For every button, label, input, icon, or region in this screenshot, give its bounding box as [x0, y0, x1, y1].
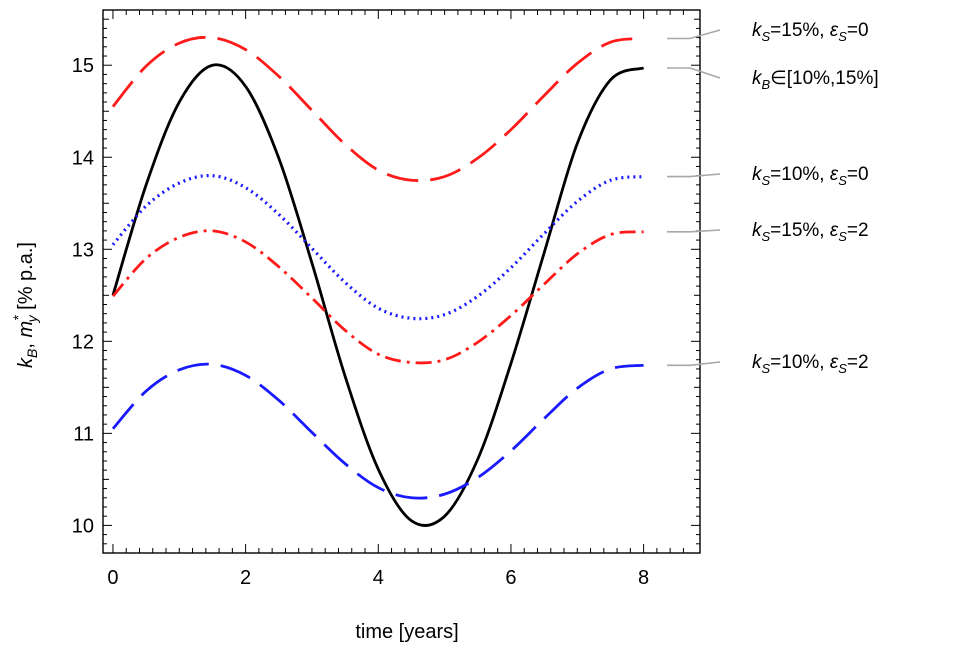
- legend-sub: S: [762, 29, 771, 44]
- y-tick-label: 12: [72, 331, 94, 353]
- legend-sym: ε: [830, 352, 839, 373]
- x-tick-label: 8: [638, 567, 649, 589]
- y-tick-label: 14: [72, 147, 94, 169]
- axis-ticks: 0 2 4 6 8 10 11 12 13 14 15: [72, 10, 700, 589]
- leader-line: [667, 29, 721, 40]
- leader-line: [667, 361, 721, 367]
- legend-text: =2: [847, 352, 869, 373]
- series-line-4: [111, 229, 644, 365]
- legend-var: k: [752, 164, 763, 185]
- series-line-1: [111, 35, 644, 183]
- legend-label: kS=15%, εS=0: [752, 20, 869, 44]
- x-axis-title: time [years]: [355, 621, 458, 643]
- legend-sub: S: [762, 229, 771, 244]
- legend-sub: B: [762, 77, 771, 92]
- legend-text: ∈[10%,15%]: [770, 68, 878, 89]
- y-axis-title-m-sup: *: [10, 315, 26, 321]
- y-tick-label: 11: [73, 423, 94, 445]
- series-line-3: [111, 173, 644, 321]
- plot-border: [102, 9, 701, 554]
- legend-labels: kS=15%, εS=0kB∈[10%,15%]kS=10%, εS=0kS=1…: [752, 20, 879, 376]
- legend-leaders: [667, 29, 721, 367]
- y-axis-title: kB, m*y [% p.a.]: [10, 242, 40, 368]
- legend-var: k: [752, 20, 763, 41]
- legend-sym: ε: [830, 220, 839, 241]
- y-axis-title-k-sub: B: [24, 349, 40, 358]
- y-tick-label: 10: [72, 515, 94, 537]
- legend-text: =15%,: [770, 220, 830, 241]
- y-axis-title-m-sub: y: [24, 314, 40, 323]
- leader-line: [667, 67, 721, 79]
- series-line-5: [111, 362, 644, 500]
- y-tick-label: 13: [72, 239, 94, 261]
- x-tick-label: 4: [373, 567, 384, 589]
- legend-text: =10%,: [770, 352, 830, 373]
- leader-line: [667, 173, 721, 178]
- legend-label: kS=10%, εS=0: [752, 164, 869, 188]
- series-lines: [111, 35, 645, 527]
- legend-sub: S: [762, 173, 771, 188]
- legend-var: k: [752, 220, 763, 241]
- plot-frame: [102, 9, 701, 554]
- legend-sub: S: [838, 361, 847, 376]
- y-tick-label: 15: [72, 55, 94, 77]
- legend-sym: ε: [830, 20, 839, 41]
- x-tick-label: 6: [505, 567, 516, 589]
- y-axis-title-k: k: [15, 357, 37, 368]
- legend-text: =15%,: [770, 20, 830, 41]
- legend-text: =0: [847, 20, 869, 41]
- x-tick-label: 0: [107, 567, 118, 589]
- legend-label: kS=15%, εS=2: [752, 220, 869, 244]
- legend-sub: S: [762, 361, 771, 376]
- series-line-2: [111, 63, 645, 527]
- y-axis-title-m: m: [15, 321, 37, 338]
- legend-text: =0: [847, 164, 869, 185]
- legend-sub: S: [838, 173, 847, 188]
- legend-label: kB∈[10%,15%]: [752, 68, 879, 92]
- legend-var: k: [752, 68, 763, 89]
- legend-sub: S: [838, 29, 847, 44]
- x-tick-label: 2: [240, 567, 251, 589]
- legend-text: =2: [847, 220, 869, 241]
- y-axis-title-unit: [% p.a.]: [15, 242, 37, 315]
- legend-label: kS=10%, εS=2: [752, 352, 869, 376]
- legend-text: =10%,: [770, 164, 830, 185]
- legend-sub: S: [838, 229, 847, 244]
- y-axis-title-sep: ,: [15, 338, 37, 349]
- legend-sym: ε: [830, 164, 839, 185]
- legend-var: k: [752, 352, 763, 373]
- leader-line: [667, 229, 721, 233]
